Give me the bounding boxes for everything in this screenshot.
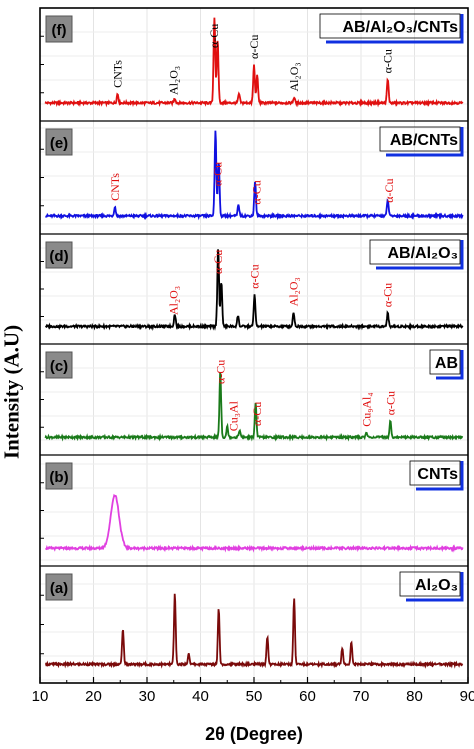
legend-label: Al₂O₃ xyxy=(415,577,458,594)
legend-entry: AB/Al₂O₃ xyxy=(369,239,464,270)
legend-entry: AB/CNTs xyxy=(379,126,464,157)
panel-tag: (e) xyxy=(45,128,73,156)
peak-label: Al₂O₃ xyxy=(287,277,301,306)
x-tick-label: 30 xyxy=(139,688,156,705)
peak-label: α-Cu xyxy=(382,179,396,203)
peak-label: CNTs xyxy=(111,60,125,88)
legend-label: AB xyxy=(435,355,458,372)
legend-entry: CNTs xyxy=(409,460,464,491)
peak-label: Al₂O₃ xyxy=(167,66,181,95)
series-line xyxy=(44,593,464,669)
panel-1: (e) AB/CNTs CNTs α-Cu α-Cu α-Cu xyxy=(40,120,468,221)
panel-tag-label: (e) xyxy=(50,135,68,152)
peak-label: CNTs xyxy=(108,173,122,201)
peak-label: α-Cu xyxy=(250,180,264,204)
peak-label: α-Cu xyxy=(207,24,221,48)
x-tick-label: 80 xyxy=(406,688,423,705)
peak-label: Al₂O₃ xyxy=(167,286,181,315)
peak-label: α-Cu xyxy=(211,162,225,186)
panel-tag-label: (f) xyxy=(52,22,67,39)
peak-label: α-Cu xyxy=(211,250,225,274)
panel-tag-label: (c) xyxy=(50,358,68,375)
legend-bracket xyxy=(406,572,464,602)
legend-box xyxy=(409,460,461,486)
x-tick-label: 50 xyxy=(246,688,263,705)
panel-tag: (d) xyxy=(45,241,73,269)
peak-label: Cu₉Al₄ xyxy=(359,392,373,426)
legend-box xyxy=(399,571,461,597)
legend-label: AB/Al₂O₃/CNTs xyxy=(342,19,458,36)
series-line xyxy=(45,130,464,221)
peak-label: α-Cu xyxy=(248,264,262,288)
peak-label: α-Cu xyxy=(383,391,397,415)
panel-0: (f) AB/Al₂O₃/CNTs CNTs Al₂O₃ α-Cu α-Cu Al₂O₃ α-… xyxy=(40,13,464,108)
legend-bracket xyxy=(376,240,464,270)
x-tick-label: 70 xyxy=(353,688,370,705)
legend-bracket xyxy=(416,461,464,491)
legend-box xyxy=(319,13,461,39)
panel-5: (a) Al₂O₃ xyxy=(40,565,468,669)
panel-tag: (a) xyxy=(45,573,73,601)
x-tick-label: 20 xyxy=(85,688,102,705)
peak-label: α-Cu xyxy=(213,360,227,384)
legend-label: CNTs xyxy=(417,466,458,483)
panel-3: (c) AB α-Cu Cu₃Al α-Cu Cu₉Al₄ α-Cu xyxy=(40,343,468,442)
series-line xyxy=(44,17,464,108)
x-tick-label: 10 xyxy=(32,688,49,705)
panel-tag-label: (d) xyxy=(49,248,68,265)
peak-label: α-Cu xyxy=(247,35,261,59)
legend-box xyxy=(369,239,461,265)
panel-tag-label: (b) xyxy=(49,469,68,486)
x-axis-label: 2θ (Degree) xyxy=(205,724,303,744)
peak-label: Al₂O₃ xyxy=(287,62,301,91)
legend-box xyxy=(379,126,461,152)
x-tick-label: 90 xyxy=(460,688,474,705)
legend-entry: AB xyxy=(429,349,464,380)
peak-label: α-Cu xyxy=(250,402,264,426)
panel-tag-label: (a) xyxy=(50,580,68,597)
legend-entry: Al₂O₃ xyxy=(399,571,464,602)
legend-bracket xyxy=(326,14,464,44)
legend-label: AB/CNTs xyxy=(390,132,458,149)
x-tick-label: 40 xyxy=(192,688,209,705)
y-axis-label: Intensity (A.U) xyxy=(0,324,24,460)
legend-entry: AB/Al₂O₃/CNTs xyxy=(319,13,464,44)
legend-bracket xyxy=(436,350,464,380)
series-line xyxy=(45,493,464,553)
series-line xyxy=(44,372,464,442)
peak-label: α-Cu xyxy=(381,283,395,307)
peak-label: α-Cu xyxy=(381,49,395,73)
legend-box xyxy=(429,349,461,375)
panel-tag: (f) xyxy=(45,15,73,43)
peak-label: Cu₃Al xyxy=(227,400,241,431)
panel-tag: (b) xyxy=(45,462,73,490)
panel-tag: (c) xyxy=(45,351,73,379)
legend-label: AB/Al₂O₃ xyxy=(387,245,458,262)
x-tick-label: 60 xyxy=(299,688,316,705)
panel-2: (d) AB/Al₂O₃ Al₂O₃ α-Cu α-Cu Al₂O₃ α-Cu xyxy=(40,233,468,332)
legend-bracket xyxy=(386,127,464,157)
series-line xyxy=(44,249,464,332)
